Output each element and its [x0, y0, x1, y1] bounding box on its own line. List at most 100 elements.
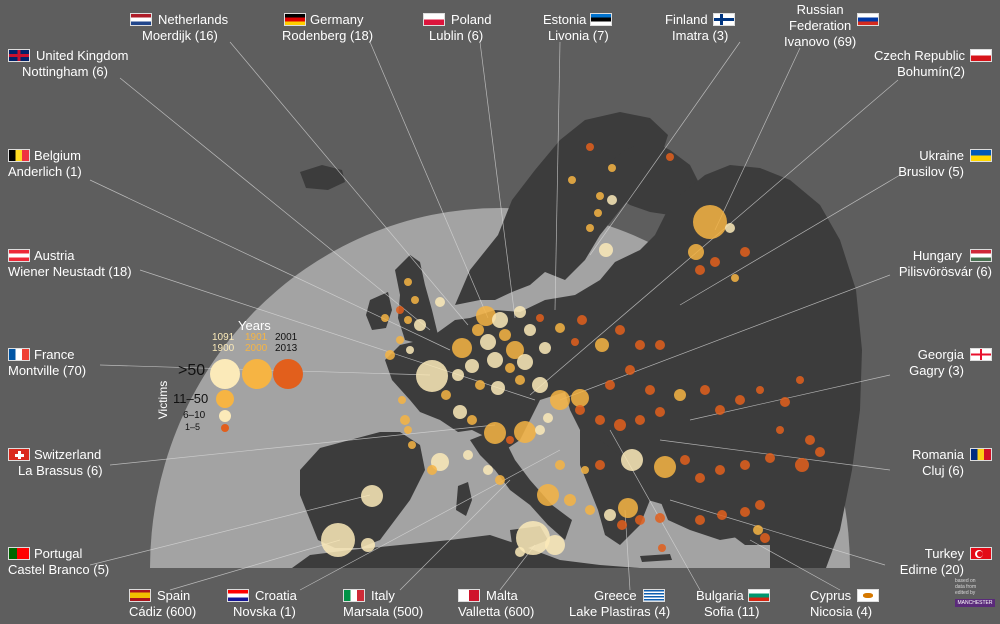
credit-line-3: edited by — [955, 590, 976, 596]
leader-line — [399, 479, 511, 591]
event-dot — [586, 224, 594, 232]
legend-circles — [210, 359, 303, 432]
leader-line — [679, 174, 901, 306]
event-dot — [617, 520, 627, 530]
event-dot — [585, 505, 595, 515]
event-dot — [753, 525, 763, 535]
event-dot — [543, 413, 553, 423]
north-africa-land — [292, 535, 640, 568]
event-dot — [608, 164, 616, 172]
uk-flag-icon — [8, 49, 30, 62]
event-dot — [674, 389, 686, 401]
legend-circle-recent-large — [273, 359, 303, 389]
event-dot — [568, 176, 576, 184]
event-dot — [695, 473, 705, 483]
event-dot — [506, 341, 524, 359]
romania-flag-icon — [970, 448, 992, 461]
event-dot — [515, 375, 525, 385]
event-dot — [321, 523, 355, 557]
event-dot — [476, 306, 496, 326]
legend-circle-mid-large — [242, 359, 272, 389]
event-dot — [492, 312, 508, 328]
event-dot — [400, 415, 410, 425]
event-dot — [555, 460, 565, 470]
event-dot — [654, 456, 676, 478]
label-austria: Austria Wiener Neustadt (18) — [8, 248, 132, 279]
event-dot — [396, 336, 404, 344]
event-dot — [414, 319, 426, 331]
event-dot — [550, 390, 570, 410]
event-dot — [755, 500, 765, 510]
label-croatia: Croatia Novska (1) — [233, 588, 297, 619]
leader-line — [554, 41, 561, 311]
event-dot — [655, 407, 665, 417]
event-dot — [564, 494, 576, 506]
event-dot — [480, 334, 496, 350]
event-dot — [599, 243, 613, 257]
legend-period-2: 1901 2000 — [245, 332, 268, 354]
event-dot — [680, 455, 690, 465]
event-dot — [571, 389, 589, 407]
leader-line — [659, 439, 891, 471]
legend-circle-small — [219, 410, 231, 422]
event-dot — [756, 386, 764, 394]
event-dot — [472, 324, 484, 336]
event-dot — [655, 340, 665, 350]
event-dot — [586, 143, 594, 151]
leader-line — [559, 274, 891, 401]
legend-title: Years — [238, 318, 271, 333]
leader-line — [89, 179, 451, 351]
event-dot — [555, 323, 565, 333]
event-dot — [452, 369, 464, 381]
leader-line — [669, 499, 886, 566]
poland-flag-icon — [423, 13, 445, 26]
event-dot — [725, 223, 735, 233]
legend-size-11-50: 11–50 — [173, 391, 209, 406]
event-dots — [321, 143, 825, 557]
legend-circle-tiny — [221, 424, 229, 432]
event-dot — [381, 314, 389, 322]
crete-land — [640, 554, 672, 562]
ukraine-flag-icon — [970, 149, 992, 162]
event-dot — [535, 425, 545, 435]
label-georgia: Georgia Gagry (3) — [909, 347, 964, 378]
label-poland: Poland Lublin (6) — [429, 12, 492, 43]
event-dot — [453, 405, 467, 419]
event-dot — [596, 192, 604, 200]
label-spain: Spain Cádiz (600) — [129, 588, 197, 619]
leader-line — [139, 269, 536, 401]
austria-flag-icon — [8, 249, 30, 262]
label-russia: Russian Federation Ivanovo (69) — [784, 2, 857, 49]
label-finland: Finland Imatra (3) — [665, 12, 729, 43]
event-dot — [396, 306, 404, 314]
event-dot — [465, 359, 479, 373]
event-dot — [715, 405, 725, 415]
iberia-land — [300, 432, 425, 548]
label-hungary: Hungary Pilisvörösvár (6) — [898, 248, 992, 279]
event-dot — [618, 498, 638, 518]
turkey-flag-icon — [970, 547, 992, 560]
event-dot — [524, 324, 536, 336]
event-dot — [731, 274, 739, 282]
legend: Years 1091 1900 1901 2000 2001 2013 >50 11–… — [156, 318, 310, 438]
label-romania: Romania Cluj (6) — [911, 447, 964, 478]
leader-line — [109, 424, 496, 466]
event-dot — [695, 515, 705, 525]
event-dot — [666, 153, 674, 161]
credit-line-2: data from — [955, 584, 977, 590]
event-dot — [595, 415, 605, 425]
portugal-flag-icon — [8, 547, 30, 560]
event-dot — [452, 338, 472, 358]
event-dot — [604, 509, 616, 521]
label-portugal: Portugal Castel Branco (5) — [8, 546, 110, 577]
event-dot — [404, 426, 412, 434]
cyprus-flag-icon — [857, 589, 879, 602]
leader-line — [749, 539, 841, 591]
label-malta: Malta Valletta (600) — [458, 588, 535, 619]
estonia-flag-icon — [590, 13, 612, 26]
event-dot — [571, 338, 579, 346]
event-dot — [740, 460, 750, 470]
event-dot — [484, 422, 506, 444]
finland-land — [600, 140, 700, 215]
